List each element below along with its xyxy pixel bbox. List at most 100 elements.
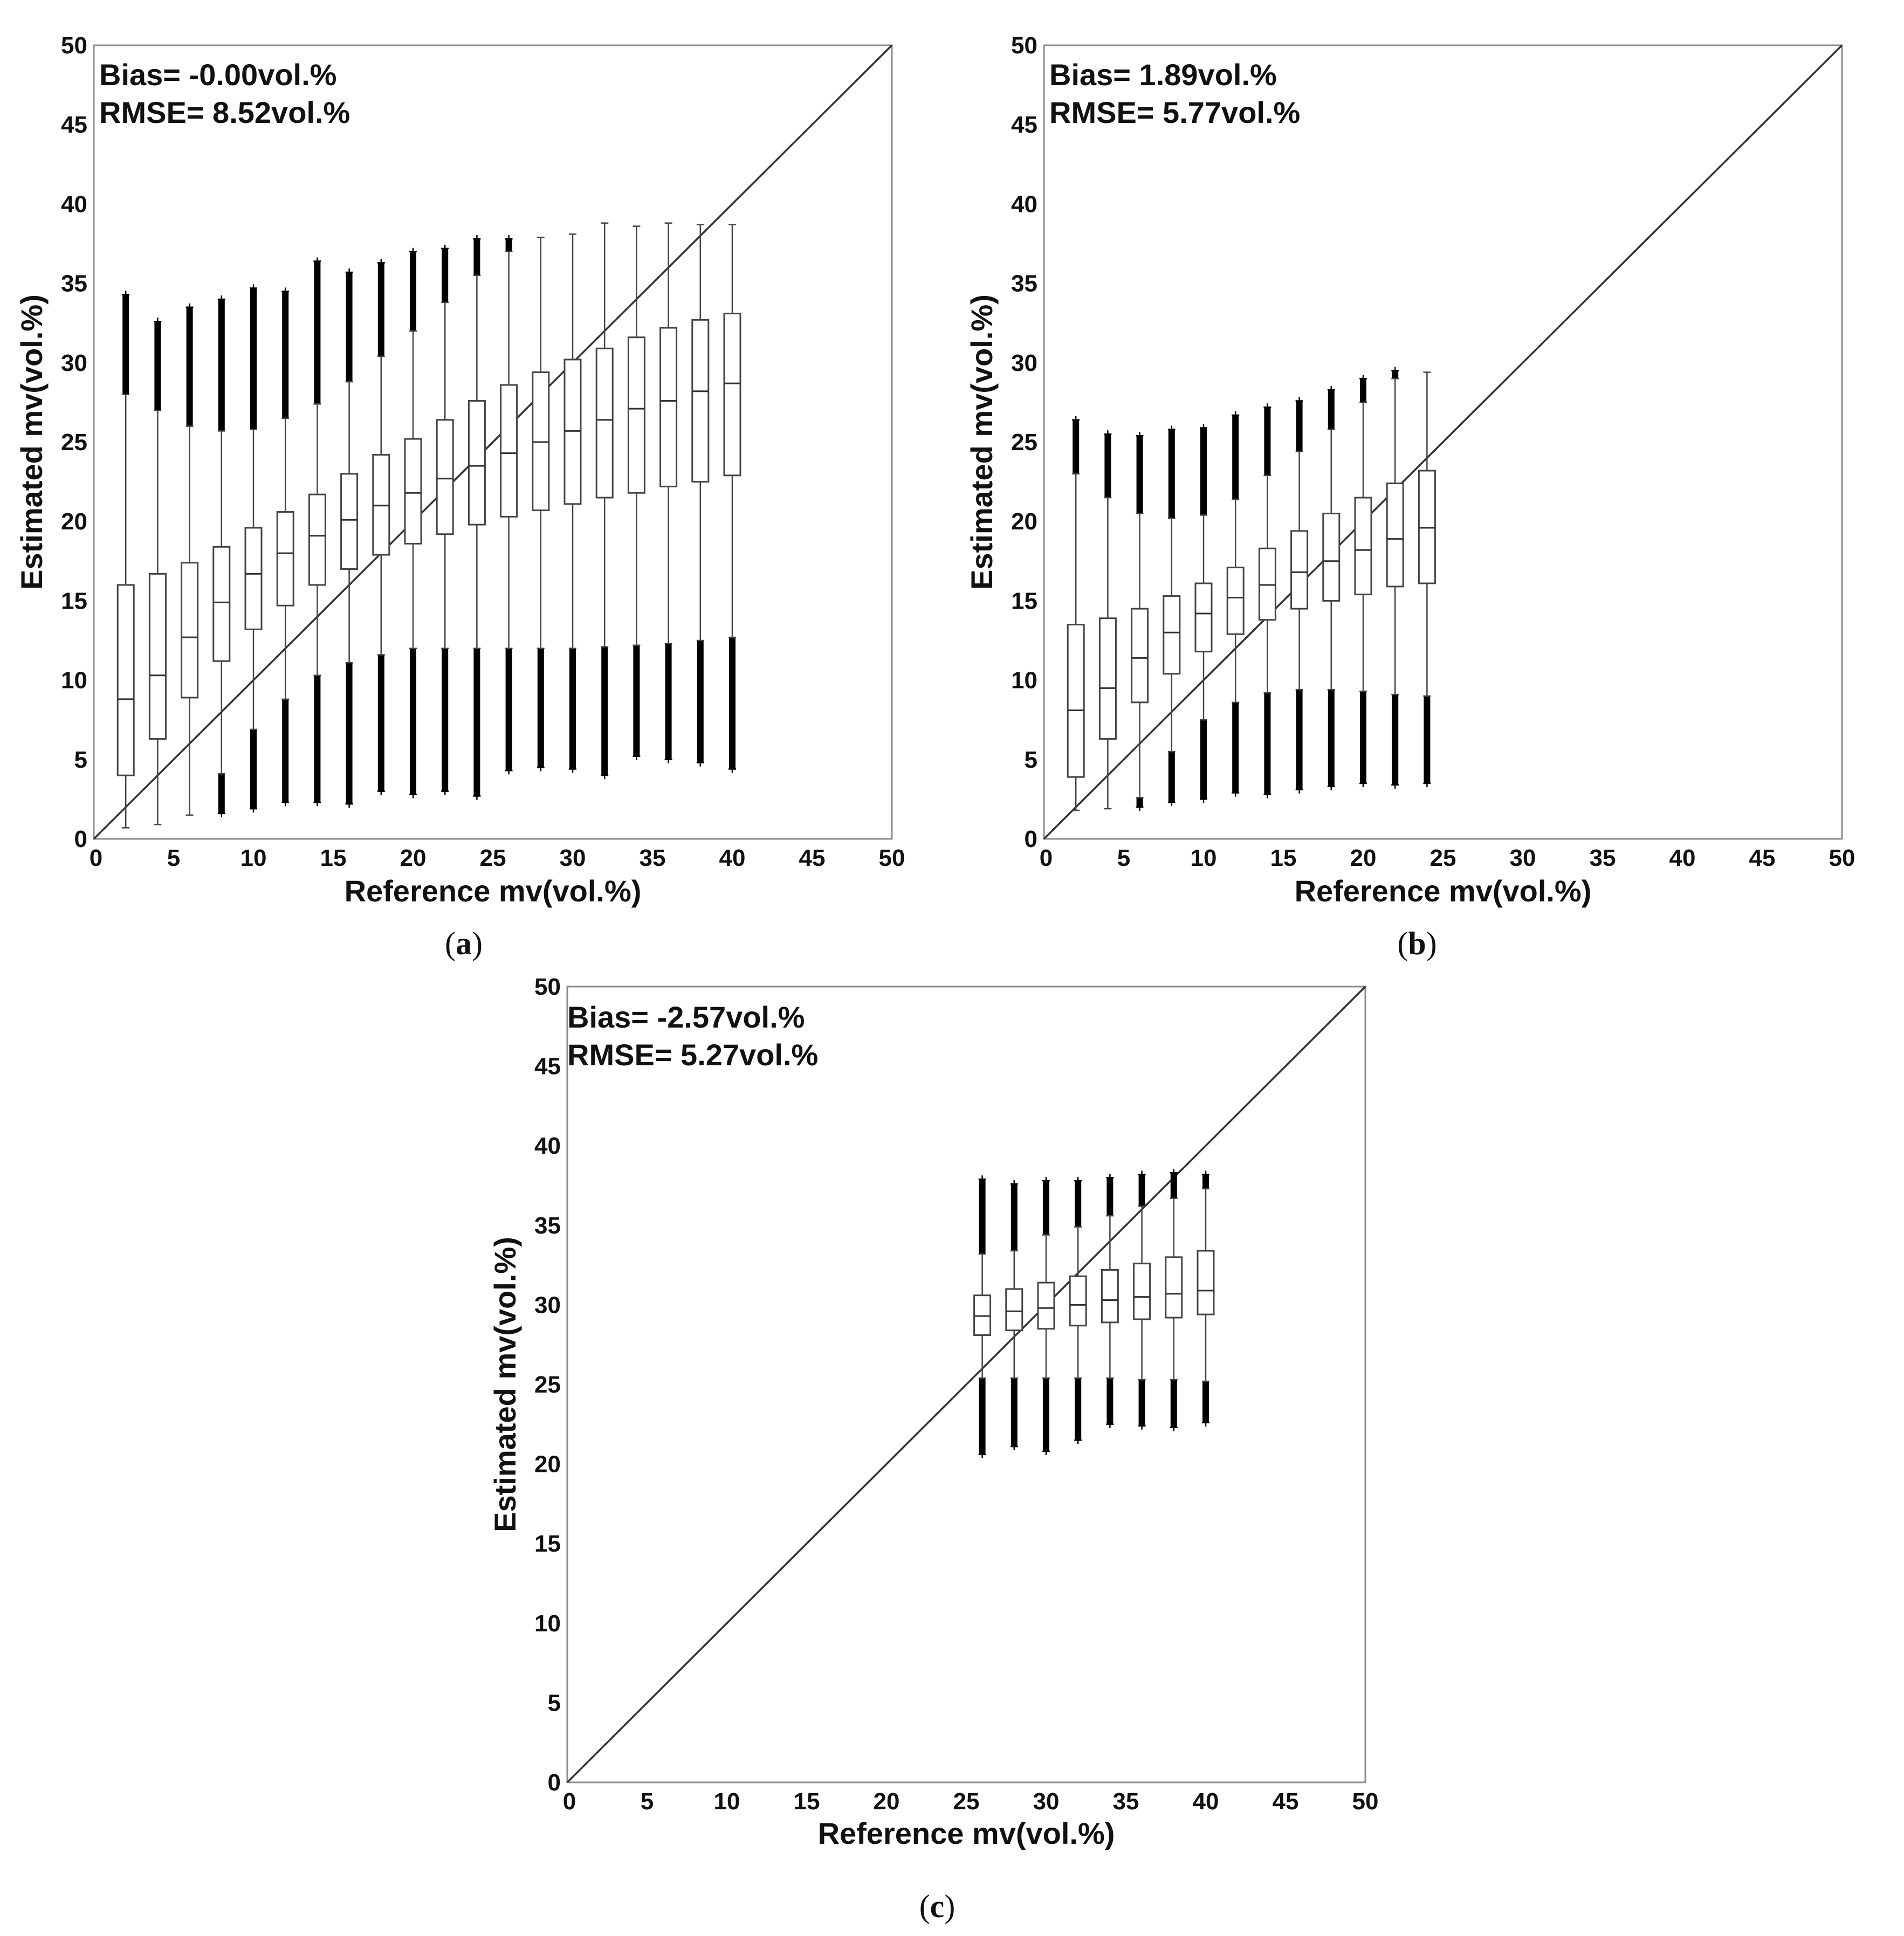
box-x-26 [973,1175,992,1458]
y-axis-label: Estimated mv(vol.%) [488,1237,522,1532]
outlier-marker-bottom [728,765,736,773]
outlier-marker-bottom [1136,803,1144,811]
y-tick-label: 35 [61,271,87,297]
y-tick-labels: 0 5 10 15 20 25 30 35 40 45 50 [61,32,87,852]
y-tick-label: 50 [534,974,561,1000]
outlier-marker-bottom [1295,786,1303,794]
box-iqr [1386,483,1404,588]
box-iqr [1290,530,1309,610]
box-iqr [500,384,518,518]
box-x-22 [1386,367,1404,789]
box-x-28 [532,236,550,771]
box-x-12 [1226,411,1245,797]
box-iqr [723,313,741,477]
box-iqr [595,347,614,499]
outlier-marker-top [1138,1170,1146,1179]
y-tick-label: 5 [1025,747,1037,773]
outlier-marker-bottom [633,752,641,760]
x-tick-label: 40 [719,845,746,871]
outlier-marker-bottom [1359,779,1367,787]
outlier-marker-bottom [441,787,449,795]
outlier-marker-top [1170,1169,1178,1177]
outlier-marker-bottom [664,755,672,763]
x-tick-label: 20 [400,845,427,871]
y-tick-label: 25 [1011,429,1037,456]
x-tick-label: 50 [879,845,905,871]
panel-caption: (b) [1397,926,1436,961]
box-x-28 [1005,1180,1023,1451]
outlier-marker-top [1106,1174,1114,1182]
bias-label: Bias= -2.57vol.% [567,1000,805,1034]
one-to-one-line [1043,44,1843,840]
box-x-30 [1037,1177,1055,1455]
y-tick-label: 30 [61,350,87,376]
bias-label: Bias= 1.89vol.% [1049,58,1277,92]
box-x-16 [340,268,359,808]
outlier-marker-top [978,1175,986,1183]
box-iqr [468,399,486,526]
box-x-8 [1163,425,1181,807]
box-x-18 [372,259,390,795]
box-iqr [212,546,231,662]
box-x-2 [1067,416,1085,811]
y-tick-label: 0 [1025,826,1037,852]
outlier-marker-bottom [505,767,513,775]
outlier-marker-bottom [1167,798,1176,807]
y-tick-label: 25 [61,429,87,456]
outlier-marker-bottom [1138,1422,1146,1430]
box-x-6 [181,303,199,816]
bias-label: Bias= -0.00vol.% [99,58,336,92]
outlier-marker-top [473,235,481,243]
x-tick-label: 40 [1669,845,1696,871]
x-tick-label: 50 [1829,845,1855,871]
y-tick-label: 20 [61,508,87,535]
panel-caption: (a) [445,926,483,961]
y-tick-label: 15 [1011,588,1037,614]
box-iqr [148,573,167,740]
x-tick-label: 45 [1273,1788,1299,1815]
box-iqr [340,473,359,570]
outlier-marker-top [1072,416,1080,424]
x-axis-label: Reference mv(vol.%) [818,1816,1115,1850]
box-x-8 [212,295,231,817]
x-tick-label: 25 [1430,845,1456,871]
box-iqr [436,419,454,535]
outlier-marker-top [1295,397,1303,405]
outlier-marker-bottom [1391,781,1399,789]
outlier-marker-top [1359,375,1367,383]
box-x-10 [1194,424,1213,803]
outlier-marker-top [1232,411,1240,419]
box-iqr [116,584,135,776]
x-tick-label: 5 [641,1788,654,1815]
caption-close: ) [472,926,483,961]
outlier-marker-top [505,235,513,243]
box-x-38 [1165,1169,1183,1431]
caption-close: ) [1426,926,1437,961]
y-tick-labels: 0 5 10 15 20 25 30 35 40 45 50 [534,974,561,1796]
box-x-6 [1131,432,1149,811]
box-iqr [1131,608,1149,704]
box-x-32 [1069,1177,1087,1444]
y-tick-label: 15 [61,588,87,614]
x-tick-label: 35 [1113,1788,1139,1815]
outlier-marker-top [313,257,321,265]
box-x-34 [1101,1174,1119,1428]
caption-letter: a [456,926,472,961]
x-tick-label: 15 [1270,845,1297,871]
outlier-marker-bottom [1423,779,1431,787]
y-tick-label: 10 [1011,667,1037,694]
outlier-marker-top [441,244,449,252]
outlier-marker-bottom [1074,1436,1082,1444]
box-iqr [1069,1275,1087,1327]
outlier-marker-bottom [281,798,290,807]
box-x-18 [1322,385,1341,790]
box-x-14 [1258,403,1276,798]
x-tick-label: 0 [563,1788,576,1815]
rmse-label: RMSE= 5.77vol.% [1049,95,1300,129]
box-x-38 [691,224,710,767]
y-tick-label: 40 [61,191,87,217]
outlier-marker-top [1263,403,1271,411]
outlier-marker-bottom [377,787,385,795]
outlier-marker-bottom [1170,1423,1178,1431]
